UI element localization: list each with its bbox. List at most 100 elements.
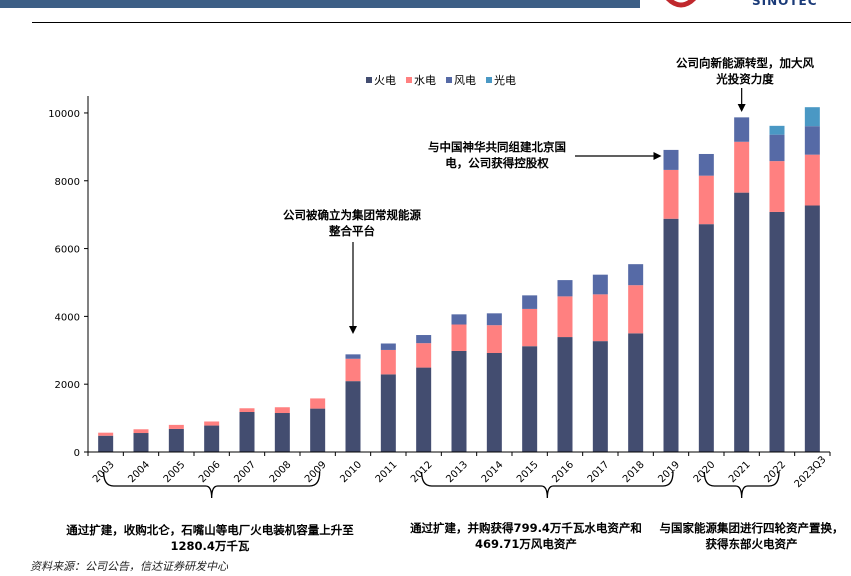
bar-2018-水电 (628, 285, 644, 334)
bar-2007-火电 (239, 411, 255, 452)
x-tick-label: 2009 (303, 459, 329, 485)
bar-2018-火电 (628, 333, 644, 452)
annotation-arrows (349, 88, 746, 334)
x-tick-label: 2021 (727, 459, 753, 485)
bar-2017-水电 (592, 294, 608, 342)
bar-2018-风电 (628, 264, 644, 286)
bar-2005-水电 (168, 424, 184, 429)
header-bar (0, 0, 640, 8)
legend-swatch (446, 77, 452, 83)
x-tick-label: 2015 (515, 459, 541, 485)
bar-2019-风电 (663, 149, 679, 170)
x-tick-label: 2004 (126, 459, 152, 485)
bar-2004-火电 (133, 433, 149, 452)
x-tick-label: 2013 (444, 459, 470, 485)
annotation-line: 公司被确立为集团常规能源 (283, 208, 421, 222)
legend-item: 风电 (446, 72, 476, 88)
bar-2014-风电 (486, 313, 502, 326)
bar-2023Q3-水电 (804, 154, 820, 206)
note-line: 469.71万风电资产 (475, 537, 577, 551)
bar-2003-火电 (98, 435, 114, 452)
bar-2017-火电 (592, 341, 608, 452)
x-tick-label: 2023Q3 (793, 454, 829, 490)
bar-2020-水电 (698, 175, 714, 225)
period-brace (421, 471, 674, 499)
bar-2016-风电 (557, 280, 573, 297)
x-tick-label: 2011 (374, 459, 400, 485)
note-line: 与国家能源集团进行四轮资产置换， (659, 521, 844, 535)
bar-2010-水电 (345, 358, 361, 382)
note-line: 1280.4万千瓦 (170, 539, 250, 553)
bar-2015-风电 (522, 295, 538, 309)
bar-2013-水电 (451, 324, 467, 351)
bar-2022-风电 (769, 134, 785, 162)
annotation-2019: 与中国神华共同组建北京国 电，公司获得控股权 (412, 139, 582, 171)
bar-2020-风电 (698, 153, 714, 176)
bar-2022-光电 (769, 125, 785, 135)
logo-text: SINOTEC (752, 0, 818, 8)
bar-2012-风电 (416, 335, 432, 344)
bar-2016-火电 (557, 337, 573, 452)
note-2020-2022: 与国家能源集团进行四轮资产置换， 获得东部火电资产 (652, 520, 851, 552)
bar-2017-风电 (592, 274, 608, 295)
period-brace (103, 471, 321, 499)
annotation-2010: 公司被确立为集团常规能源 整合平台 (262, 207, 442, 239)
bar-2013-火电 (451, 350, 467, 452)
y-tick-label: 8000 (55, 177, 80, 188)
y-tick-label: 10000 (48, 109, 80, 120)
x-tick-label: 2022 (762, 459, 788, 485)
bar-2019-水电 (663, 169, 679, 219)
arrow-head (737, 104, 746, 112)
note-2003-2009: 通过扩建，收购北仑，石嘴山等电厂火电装机容量上升至 1280.4万千瓦 (44, 522, 376, 554)
bar-2011-风电 (380, 343, 396, 350)
bar-2008-火电 (274, 413, 290, 452)
legend-label: 光电 (494, 74, 516, 87)
note-2012-2019: 通过扩建，并购获得799.4万千瓦水电资产和 469.71万风电资产 (392, 520, 660, 552)
y-tick-label: 2000 (55, 380, 80, 391)
bar-2022-水电 (769, 161, 785, 212)
bar-2009-水电 (310, 398, 326, 409)
x-tick-label: 2017 (586, 459, 612, 485)
bar-2013-风电 (451, 314, 467, 325)
bar-2003-水电 (98, 432, 114, 436)
y-axis: 0 2000 4000 6000 8000 10000 (48, 96, 89, 459)
bar-2020-火电 (698, 224, 714, 452)
bar-2019-火电 (663, 218, 679, 452)
legend-label: 水电 (414, 74, 436, 87)
bar-2023Q3-风电 (804, 126, 820, 155)
bar-2010-风电 (345, 354, 361, 359)
x-tick-label: 2014 (480, 459, 506, 485)
bar-2009-火电 (310, 408, 326, 452)
annotation-line: 公司向新能源转型，加大风 (676, 56, 814, 70)
x-tick-label: 2007 (232, 459, 258, 485)
x-tick-label: 2010 (338, 459, 364, 485)
bar-2012-火电 (416, 367, 432, 452)
bar-2023Q3-火电 (804, 205, 820, 452)
annotation-2021: 公司向新能源转型，加大风 光投资力度 (660, 55, 830, 87)
bar-2021-水电 (734, 141, 750, 193)
bar-2015-水电 (522, 308, 538, 347)
bar-2021-风电 (734, 117, 750, 142)
y-tick-label: 4000 (55, 312, 80, 323)
note-line: 通过扩建，并购获得799.4万千瓦水电资产和 (410, 521, 642, 535)
x-axis: 2003 2004 2005 2006 2007 2008 2009 2010 2011 2012… (87, 451, 831, 490)
x-tick-label: 2016 (550, 459, 576, 485)
period-brace (703, 471, 780, 499)
header-divider (32, 22, 851, 23)
legend-label: 风电 (454, 74, 476, 87)
x-tick-label: 2019 (656, 459, 682, 485)
legend-swatch (486, 77, 492, 83)
bar-2008-水电 (274, 407, 290, 414)
bar-2006-水电 (204, 421, 220, 426)
bar-2011-火电 (380, 374, 396, 452)
annotation-line: 光投资力度 (716, 72, 774, 86)
x-tick-label: 2018 (621, 459, 647, 485)
logo-icon (665, 0, 697, 8)
chart-legend: 火电 水电 风电 光电 (366, 72, 516, 88)
x-tick-label: 2008 (268, 459, 294, 485)
x-tick-label: 2006 (197, 459, 223, 485)
bar-2016-水电 (557, 296, 573, 338)
bar-2006-火电 (204, 425, 220, 452)
legend-swatch (406, 77, 412, 83)
